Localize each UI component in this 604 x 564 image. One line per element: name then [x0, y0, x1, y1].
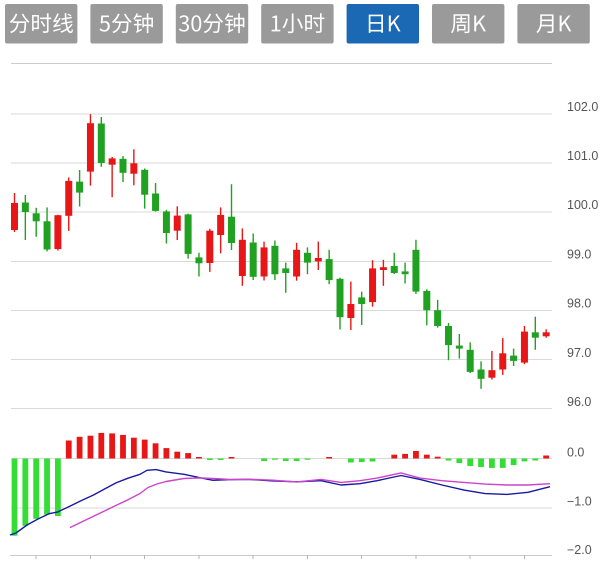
- svg-text:102.0: 102.0: [567, 100, 598, 114]
- svg-text:101.0: 101.0: [567, 149, 598, 163]
- svg-text:−2.0: −2.0: [567, 543, 592, 557]
- svg-text:98.0: 98.0: [567, 297, 591, 311]
- svg-text:100.0: 100.0: [567, 198, 598, 212]
- svg-text:97.0: 97.0: [567, 346, 591, 360]
- svg-text:96.0: 96.0: [567, 395, 591, 409]
- svg-text:0.0: 0.0: [567, 445, 584, 459]
- svg-text:99.0: 99.0: [567, 248, 591, 262]
- svg-text:−1.0: −1.0: [567, 495, 592, 509]
